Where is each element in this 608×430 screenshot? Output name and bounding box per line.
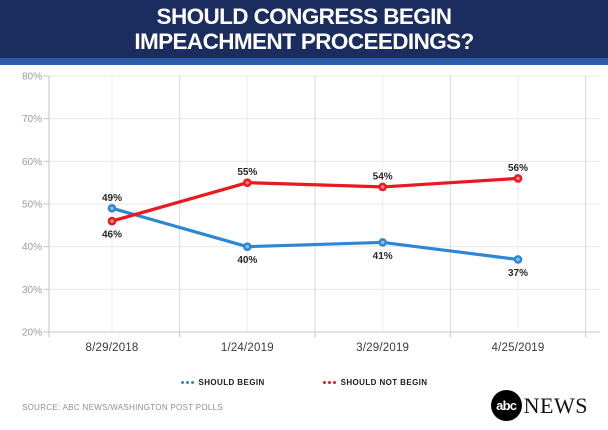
data-point-label: 46% xyxy=(102,230,122,241)
y-axis-tick-label: 60% xyxy=(22,157,42,168)
data-point-label: 49% xyxy=(102,193,122,204)
data-point-marker[interactable] xyxy=(107,203,117,213)
data-point-marker[interactable] xyxy=(243,242,252,251)
y-axis-tick-label: 70% xyxy=(22,114,42,125)
y-axis-tick-label: 20% xyxy=(22,328,42,339)
data-point-label: 40% xyxy=(237,255,257,266)
data-point-label: 37% xyxy=(508,268,528,279)
abc-news-logo: abc NEWS xyxy=(490,390,588,421)
data-point-marker-center xyxy=(516,257,520,262)
title-banner-accent-strip xyxy=(0,58,608,65)
data-point-marker[interactable] xyxy=(243,178,252,187)
data-point-marker-center xyxy=(380,185,385,189)
x-axis-tick-label: 3/29/2019 xyxy=(356,342,409,354)
data-point-marker-center xyxy=(245,244,250,249)
page-title-line2: IMPEACHMENT PROCEEDINGS? xyxy=(134,29,474,54)
data-point-marker[interactable] xyxy=(513,174,523,183)
title-banner: SHOULD CONGRESS BEGIN IMPEACHMENT PROCEE… xyxy=(0,0,608,65)
data-point-marker[interactable] xyxy=(513,255,523,264)
series-line-should-begin xyxy=(110,206,520,262)
x-axis-tick-label: 8/29/2018 xyxy=(86,342,139,354)
data-point-marker[interactable] xyxy=(107,216,117,226)
chart-legend: SHOULD BEGIN SHOULD NOT BEGIN xyxy=(0,378,608,387)
line-chart: 80% 70% 60% 50% 40% 30% 20% 8/29/2018 1/24/2019 3… xyxy=(22,72,600,354)
data-point-marker-center xyxy=(110,219,114,223)
y-axis-tick-label: 40% xyxy=(22,242,42,253)
x-axis-tick-label: 4/25/2019 xyxy=(492,342,545,354)
data-point-label: 55% xyxy=(237,167,257,178)
data-point-marker[interactable] xyxy=(378,238,387,247)
legend-label-should-not-begin: SHOULD NOT BEGIN xyxy=(340,378,428,387)
legend-marker-should-begin-icon xyxy=(180,381,194,384)
line-chart-area: 80% 70% 60% 50% 40% 30% 20% 8/29/2018 1/24/2019 3… xyxy=(0,65,608,430)
data-point-label: 54% xyxy=(373,171,393,182)
data-point-marker-center xyxy=(245,180,250,185)
source-attribution: SOURCE: ABC NEWS/WASHINGTON POST POLLS xyxy=(22,403,224,412)
legend-label-should-begin: SHOULD BEGIN xyxy=(198,378,265,387)
abc-logo-text: abc xyxy=(496,398,517,413)
data-point-marker-center xyxy=(110,206,114,211)
title-banner-background: SHOULD CONGRESS BEGIN IMPEACHMENT PROCEE… xyxy=(0,0,608,58)
y-axis-tick-label: 80% xyxy=(22,72,42,83)
page-title-line1: SHOULD CONGRESS BEGIN xyxy=(156,4,453,29)
data-point-marker[interactable] xyxy=(378,182,387,192)
x-axis-tick-label: 1/24/2019 xyxy=(221,342,274,354)
data-point-label: 41% xyxy=(373,251,393,262)
data-point-marker-center xyxy=(380,240,385,245)
y-axis-tick-label: 30% xyxy=(22,285,42,296)
legend-item-should-begin[interactable]: SHOULD BEGIN xyxy=(180,378,265,387)
data-point-marker-center xyxy=(516,176,520,181)
legend-marker-should-not-begin-icon xyxy=(322,381,336,384)
y-axis-tick-label: 50% xyxy=(22,200,42,211)
data-point-label: 56% xyxy=(508,163,528,174)
news-logo-text: NEWS xyxy=(523,392,588,418)
abc-logo-circle-icon: abc xyxy=(490,390,522,421)
legend-item-should-not-begin[interactable]: SHOULD NOT BEGIN xyxy=(322,378,428,387)
series-line-should-not-begin xyxy=(110,176,520,223)
